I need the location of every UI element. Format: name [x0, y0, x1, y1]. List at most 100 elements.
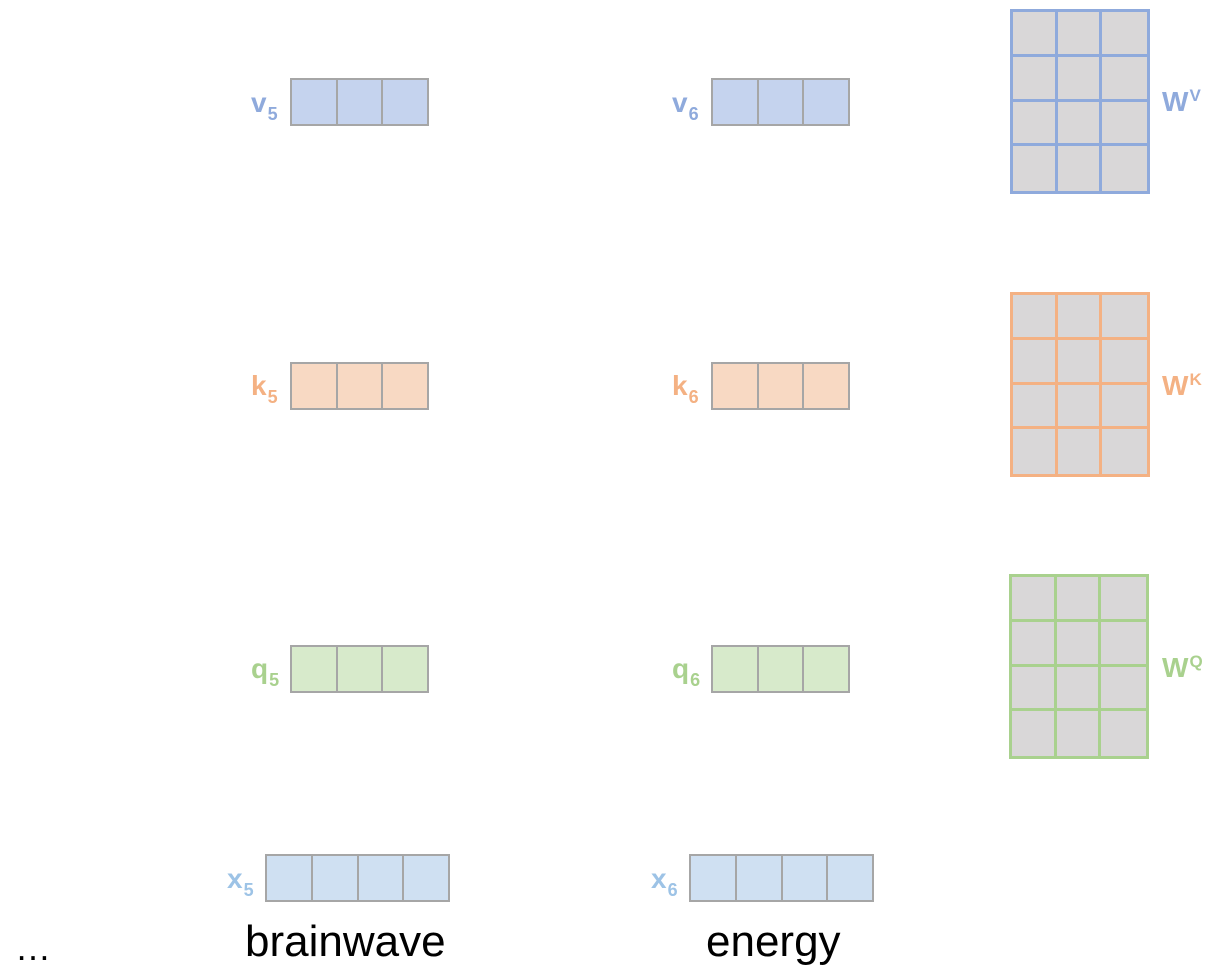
vector-cell	[802, 647, 848, 691]
x6-vector	[689, 854, 874, 902]
vector-cell	[310, 856, 357, 900]
vector-cell	[402, 856, 448, 900]
wq-label-sup: Q	[1189, 652, 1203, 671]
k6-label-base: k	[672, 370, 688, 401]
x6-label-sub: 6	[667, 880, 678, 900]
q5-vector	[290, 645, 429, 693]
matrix-cell	[1013, 101, 1058, 147]
x5-label-sub: 5	[243, 880, 254, 900]
vector-cell	[756, 80, 803, 124]
matrix-cell	[1013, 12, 1058, 57]
q6-label: q6	[672, 653, 700, 690]
matrix-cell	[1101, 711, 1146, 756]
wv-label-base: W	[1162, 86, 1189, 117]
matrix-cell	[1102, 340, 1147, 385]
vector-cell	[335, 80, 382, 124]
vector-cell	[335, 647, 382, 691]
vector-cell	[734, 856, 781, 900]
vector-cell	[267, 856, 311, 900]
k5-label-base: k	[251, 370, 267, 401]
x5-label: x5	[227, 863, 254, 900]
x5-label-base: x	[227, 863, 243, 894]
vector-cell	[713, 647, 757, 691]
vector-cell	[802, 364, 848, 408]
vector-cell	[756, 364, 803, 408]
wq-label: WQ	[1162, 652, 1203, 683]
k5-label-sub: 5	[267, 387, 278, 407]
v5-label: v5	[251, 87, 278, 124]
matrix-cell	[1102, 385, 1147, 430]
matrix-cell	[1056, 666, 1102, 712]
matrix-cell	[1013, 429, 1058, 474]
vector-cell	[713, 364, 757, 408]
matrix-cell	[1012, 711, 1057, 756]
matrix-cell	[1057, 384, 1103, 430]
k5-vector	[290, 362, 429, 410]
vector-cell	[802, 80, 848, 124]
vector-cell	[292, 364, 336, 408]
v5-label-base: v	[251, 87, 267, 118]
matrix-cell	[1056, 621, 1102, 667]
vector-cell	[292, 80, 336, 124]
ellipsis: …	[15, 927, 51, 968]
q6-label-base: q	[672, 653, 690, 684]
matrix-cell	[1057, 101, 1103, 147]
matrix-cell	[1102, 57, 1147, 102]
q6-vector	[711, 645, 850, 693]
vector-cell	[756, 647, 803, 691]
v6-vector	[711, 78, 850, 126]
v6-label-base: v	[672, 87, 688, 118]
wv-matrix	[1010, 9, 1150, 194]
matrix-cell	[1013, 384, 1058, 430]
vector-cell	[335, 364, 382, 408]
q5-label: q5	[251, 653, 279, 690]
matrix-cell	[1102, 429, 1147, 474]
matrix-cell	[1013, 295, 1058, 340]
k6-label-sub: 6	[688, 387, 699, 407]
vector-cell	[381, 80, 427, 124]
matrix-cell	[1012, 621, 1057, 667]
k5-label: k5	[251, 370, 278, 407]
matrix-cell	[1102, 102, 1147, 147]
matrix-cell	[1101, 667, 1146, 712]
matrix-cell	[1013, 56, 1058, 102]
q5-label-sub: 5	[269, 670, 280, 690]
wv-label: WV	[1162, 86, 1201, 117]
matrix-cell	[1013, 339, 1058, 385]
k6-label: k6	[672, 370, 699, 407]
matrix-cell	[1012, 577, 1057, 622]
q6-label-sub: 6	[690, 670, 701, 690]
v5-vector	[290, 78, 429, 126]
matrix-cell	[1057, 295, 1103, 340]
wq-matrix	[1009, 574, 1149, 759]
vector-cell	[780, 856, 827, 900]
q5-label-base: q	[251, 653, 269, 684]
vector-cell	[713, 80, 757, 124]
x5-vector	[265, 854, 450, 902]
matrix-cell	[1058, 429, 1103, 474]
x6-label: x6	[651, 863, 678, 900]
matrix-cell	[1056, 577, 1102, 622]
matrix-cell	[1057, 339, 1103, 385]
v5-label-sub: 5	[267, 104, 278, 124]
matrix-cell	[1102, 295, 1147, 340]
matrix-cell	[1058, 146, 1103, 191]
token-word: energy	[706, 917, 841, 966]
wk-matrix	[1010, 292, 1150, 477]
k6-vector	[711, 362, 850, 410]
matrix-cell	[1102, 12, 1147, 57]
x6-label-base: x	[651, 863, 667, 894]
vector-cell	[381, 647, 427, 691]
matrix-cell	[1101, 577, 1146, 622]
token-word: brainwave	[245, 917, 446, 966]
wq-label-base: W	[1162, 652, 1189, 683]
wk-label-base: W	[1162, 370, 1189, 401]
v6-label: v6	[672, 87, 699, 124]
v6-label-sub: 6	[688, 104, 699, 124]
vector-cell	[292, 647, 336, 691]
wk-label-sup: K	[1189, 370, 1202, 389]
vector-cell	[691, 856, 735, 900]
wk-label: WK	[1162, 370, 1202, 401]
vector-cell	[381, 364, 427, 408]
wv-label-sup: V	[1189, 86, 1201, 105]
